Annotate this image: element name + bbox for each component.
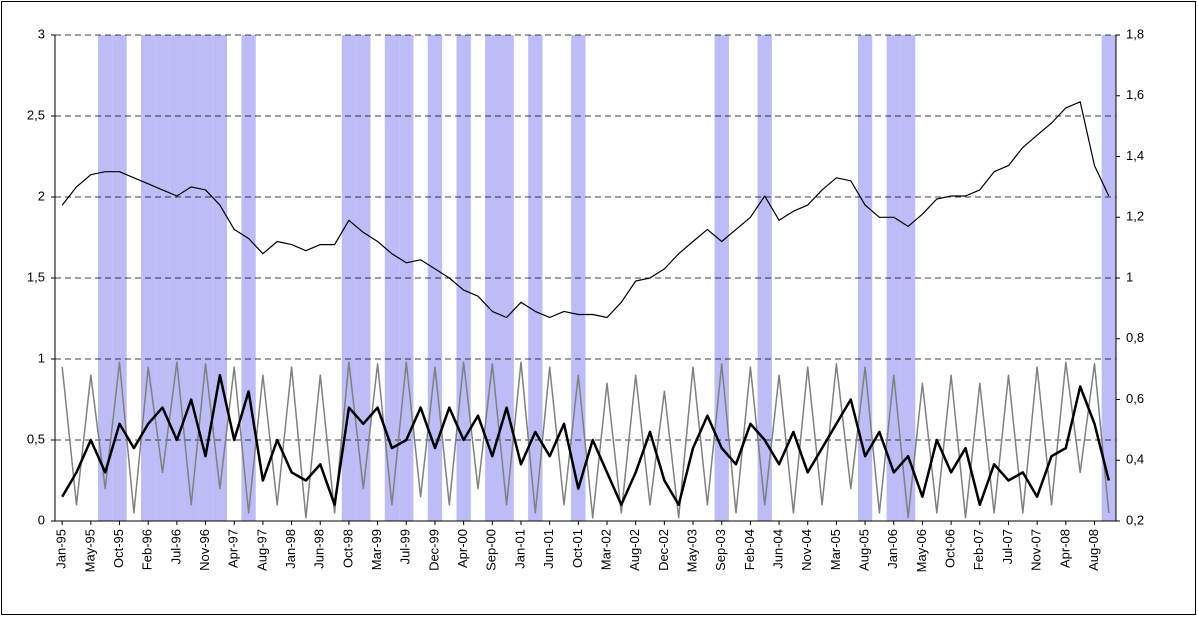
y2-tick-label: 1,4 — [1126, 148, 1144, 163]
x-tick-label: Nov-96 — [197, 529, 212, 571]
x-tick-label: Oct-95 — [111, 529, 126, 568]
x-tick-label: Aug-08 — [1086, 529, 1101, 571]
x-tick-label: Mar-99 — [369, 529, 384, 570]
x-tick-label: Feb-07 — [971, 529, 986, 570]
x-tick-label: Aug-97 — [254, 529, 269, 571]
x-tick-label: Apr-00 — [455, 529, 470, 568]
shaded-period — [356, 35, 371, 521]
x-tick-label: Mar-05 — [828, 529, 843, 570]
x-tick-label: Apr-97 — [226, 529, 241, 568]
shaded-period — [184, 35, 199, 521]
y-tick-label: 1 — [38, 350, 45, 365]
y2-tick-label: 0,8 — [1126, 330, 1144, 345]
y-tick-label: 0,5 — [27, 431, 45, 446]
y2-tick-label: 0,2 — [1126, 512, 1144, 527]
x-tick-label: Feb-96 — [140, 529, 155, 570]
y2-tick-label: 1,6 — [1126, 87, 1144, 102]
x-tick-label: Jun-01 — [541, 529, 556, 569]
y-tick-label: 1,5 — [27, 269, 45, 284]
x-tick-label: Oct-98 — [340, 529, 355, 568]
shaded-period — [886, 35, 901, 521]
shaded-period — [757, 35, 772, 521]
y2-tick-label: 0,4 — [1126, 452, 1144, 467]
y-tick-label: 0 — [38, 512, 45, 527]
x-tick-label: Aug-05 — [857, 529, 872, 571]
x-tick-label: Aug-02 — [627, 529, 642, 571]
x-tick-label: Mar-02 — [598, 529, 613, 570]
x-tick-label: Jan-98 — [283, 529, 298, 569]
x-tick-label: Jan-06 — [885, 529, 900, 569]
x-tick-label: Apr-08 — [1057, 529, 1072, 568]
x-tick-label: Dec-99 — [426, 529, 441, 571]
y2-tick-label: 0,6 — [1126, 391, 1144, 406]
y-tick-label: 2,5 — [27, 107, 45, 122]
x-tick-label: Dec-02 — [656, 529, 671, 571]
x-tick-label: Oct-01 — [570, 529, 585, 568]
y-tick-label: 3 — [38, 26, 45, 41]
x-tick-label: Jan-01 — [512, 529, 527, 569]
data-line — [61, 101, 1110, 319]
data-line — [61, 373, 1111, 507]
x-tick-label: Oct-06 — [943, 529, 958, 568]
x-tick-label: Jul-96 — [168, 529, 183, 564]
data-line — [61, 361, 1110, 519]
y2-tick-label: 1,2 — [1126, 209, 1144, 224]
y-tick-label: 2 — [38, 188, 45, 203]
y2-tick-label: 1,8 — [1126, 26, 1144, 41]
x-tick-label: May-06 — [914, 529, 929, 572]
x-tick-label: Sep-00 — [484, 529, 499, 571]
shaded-period — [384, 35, 400, 521]
x-tick-label: May-03 — [684, 529, 699, 572]
x-tick-label: Jul-07 — [1000, 529, 1015, 564]
x-tick-label: Jan-95 — [54, 529, 69, 569]
x-tick-label: Sep-03 — [713, 529, 728, 571]
x-tick-label: Nov-07 — [1029, 529, 1044, 571]
x-tick-label: Feb-04 — [742, 529, 757, 570]
shaded-period — [155, 35, 170, 521]
x-tick-label: Jun-98 — [312, 529, 327, 569]
x-tick-label: May-95 — [82, 529, 97, 572]
x-tick-label: Jun-04 — [770, 529, 785, 569]
x-tick-label: Jul-99 — [398, 529, 413, 564]
y2-tick-label: 1 — [1126, 269, 1133, 284]
x-tick-label: Nov-04 — [799, 529, 814, 571]
